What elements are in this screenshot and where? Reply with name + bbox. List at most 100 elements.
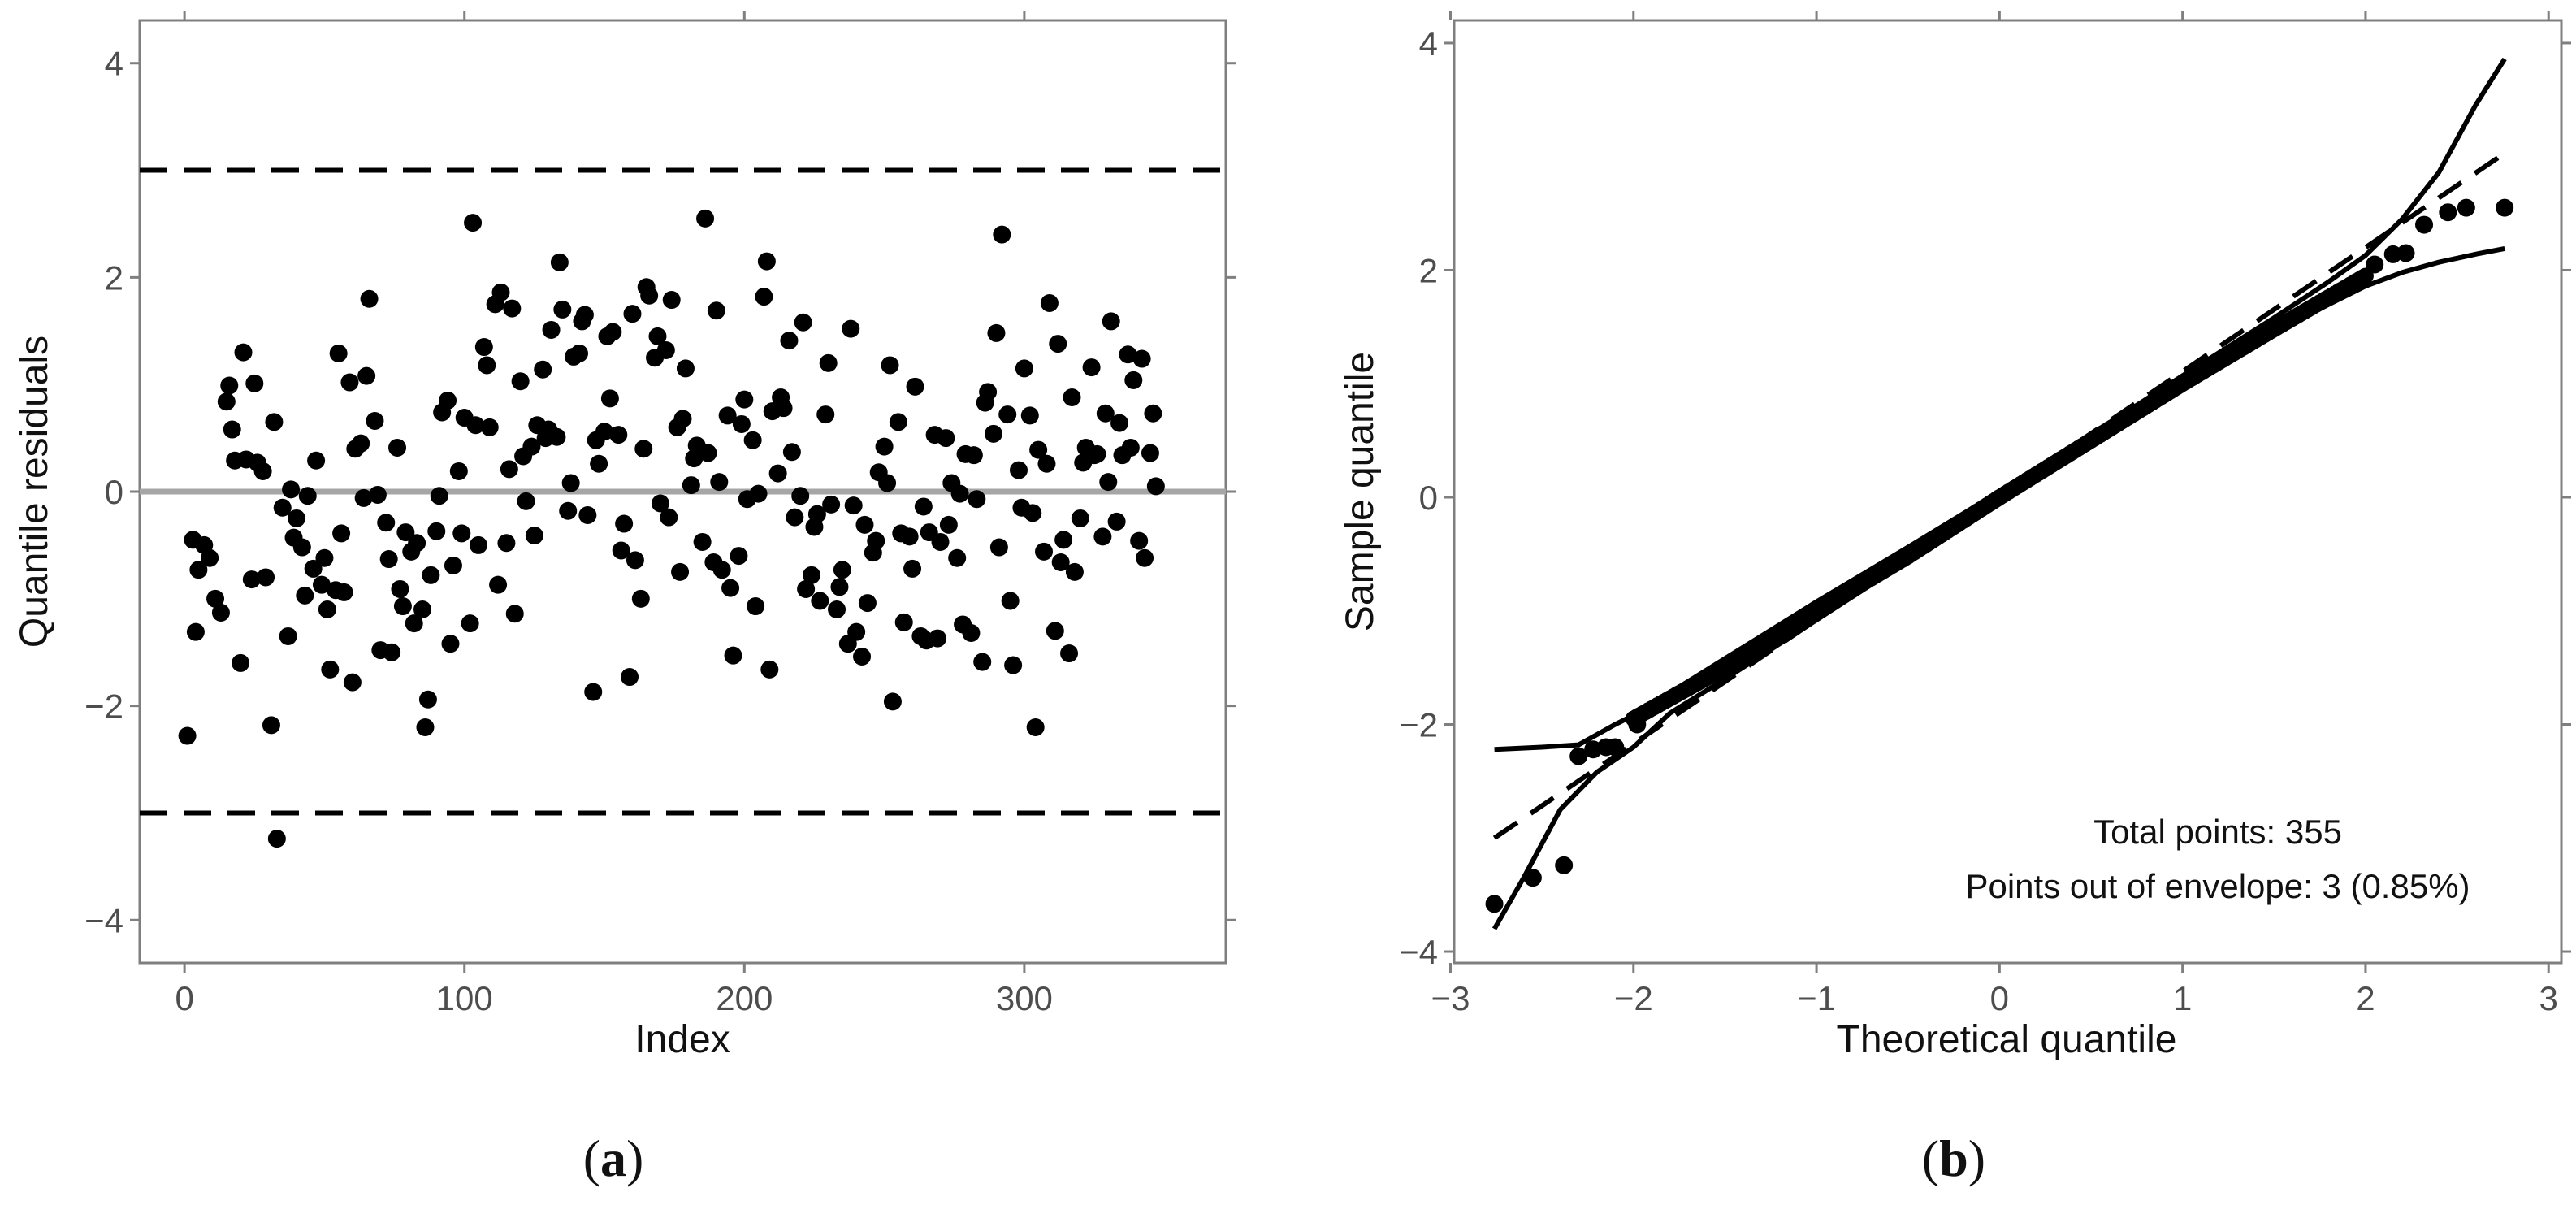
residual-point — [595, 423, 614, 441]
sample-quantile-point — [2439, 203, 2457, 222]
b-x-tick-label: 1 — [2173, 979, 2192, 1017]
residual-point — [1004, 656, 1023, 674]
residual-point — [444, 556, 462, 574]
residual-point — [989, 538, 1008, 557]
b-x-tick-label: 0 — [1990, 979, 2009, 1017]
residual-point — [223, 420, 241, 439]
residual-point — [474, 338, 493, 357]
residual-point — [1049, 335, 1067, 353]
residual-point — [561, 474, 580, 492]
residual-point — [828, 600, 846, 618]
residual-point — [987, 323, 1006, 342]
residual-point — [379, 550, 398, 569]
b-x-tick-label: −1 — [1797, 979, 1836, 1017]
residual-point — [298, 487, 317, 505]
sample-quantile-point — [2415, 215, 2434, 234]
residual-point — [393, 597, 412, 616]
residual-point — [1099, 473, 1118, 492]
residual-point — [1035, 542, 1054, 561]
b-x-tick-label: 3 — [2539, 979, 2558, 1017]
residual-point — [332, 524, 351, 543]
residual-point — [662, 291, 681, 310]
residual-point — [282, 480, 301, 499]
residual-point — [760, 660, 779, 679]
residual-point — [816, 405, 835, 424]
residual-point — [296, 586, 314, 605]
residual-point — [621, 668, 639, 687]
residual-point — [768, 464, 787, 483]
sample-quantile-point — [2396, 244, 2415, 262]
sample-quantile-point — [2496, 198, 2514, 217]
residual-point — [542, 320, 561, 339]
residual-point — [1096, 404, 1115, 423]
residual-point — [833, 561, 851, 579]
b-x-tick-label: 2 — [2356, 979, 2375, 1017]
residual-point — [735, 390, 754, 409]
residual-point — [699, 444, 717, 462]
residual-point — [906, 377, 924, 396]
residual-point — [626, 551, 644, 570]
residual-point — [696, 209, 715, 228]
residual-point — [844, 496, 863, 515]
panel-a-marks — [140, 167, 1226, 848]
residual-point — [578, 506, 597, 524]
residual-point — [503, 299, 522, 318]
residual-point — [466, 416, 485, 435]
residual-point — [575, 306, 594, 324]
residual-point — [312, 575, 331, 594]
residual-point — [1054, 531, 1073, 549]
b-y-tick-label: 2 — [1419, 251, 1438, 289]
a-x-tick-label: 100 — [436, 979, 493, 1017]
residual-point — [186, 622, 205, 641]
residual-point — [318, 600, 336, 618]
residual-point — [500, 460, 518, 479]
residual-point — [853, 648, 872, 666]
residual-point — [525, 527, 543, 545]
residual-point — [550, 253, 569, 271]
residual-point — [1130, 531, 1149, 550]
a-y-tick-label: 0 — [105, 473, 123, 511]
residual-point — [889, 413, 907, 431]
residual-point — [517, 492, 535, 510]
residual-point — [803, 566, 821, 584]
residual-point — [273, 498, 292, 517]
sample-quantile-point — [1569, 747, 1588, 765]
a-y-tick-label: 2 — [105, 258, 123, 297]
residual-point — [883, 692, 902, 711]
residual-point — [1071, 509, 1089, 527]
residual-point — [1046, 622, 1064, 640]
panel-a: 0 100 200 300 −4 −2 0 2 4 Index Quantile residu… — [13, 11, 1236, 1187]
residual-point — [1029, 440, 1048, 459]
residual-point — [660, 508, 678, 527]
residual-point — [178, 726, 197, 745]
residual-point — [782, 443, 801, 462]
residual-point — [257, 568, 275, 587]
residual-point — [929, 629, 947, 648]
residual-point — [262, 716, 280, 735]
residual-point — [1063, 388, 1081, 406]
residual-point — [439, 391, 457, 410]
panel-a-label: (a) — [583, 1129, 644, 1187]
residual-point — [1001, 592, 1020, 610]
residual-point — [847, 622, 866, 641]
residual-point — [211, 603, 230, 622]
b-x-tick-label: −3 — [1431, 979, 1470, 1017]
panel-a-x-axis-title: Index — [634, 1018, 730, 1061]
residual-point — [441, 635, 460, 653]
residual-point — [881, 356, 899, 375]
residual-point — [430, 487, 448, 505]
panel-a-y-ticks: −4 −2 0 2 4 — [84, 45, 1236, 939]
residual-point — [242, 570, 261, 589]
residual-point — [265, 413, 284, 431]
residual-point — [755, 288, 773, 306]
residual-point — [357, 366, 376, 385]
residual-point — [220, 376, 239, 395]
residual-point — [939, 515, 958, 534]
residual-point — [656, 341, 675, 359]
residual-point — [612, 541, 630, 560]
b-y-tick-label: 4 — [1419, 24, 1438, 63]
residual-point — [321, 660, 340, 679]
residual-point — [962, 624, 981, 642]
residual-point — [287, 509, 305, 527]
residual-point — [732, 414, 751, 433]
